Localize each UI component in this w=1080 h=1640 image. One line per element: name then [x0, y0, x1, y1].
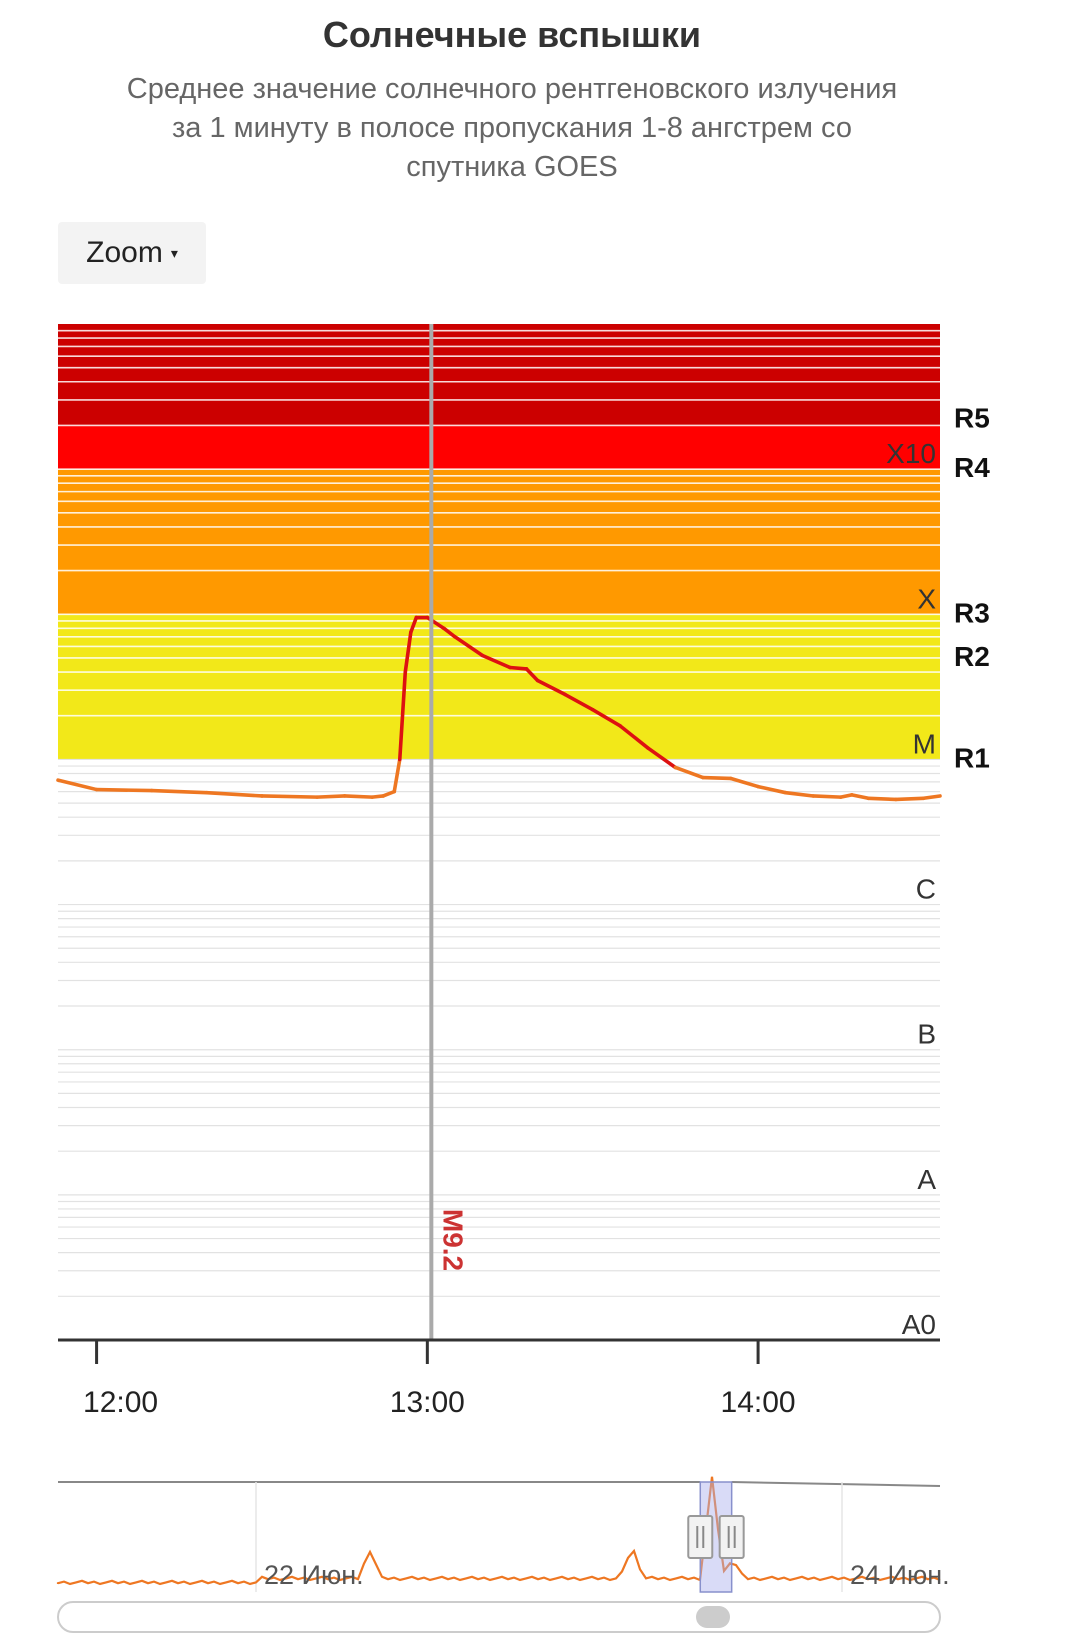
radio-blackout-label: R5 [954, 402, 990, 433]
series-segment [866, 796, 898, 802]
series-segment [508, 665, 529, 671]
series-segment [701, 775, 733, 781]
x-axis: 12:00 13:00 14:00 [58, 1338, 940, 1419]
series-segment [894, 796, 926, 802]
series-segment [783, 790, 816, 798]
band-r5 [58, 324, 940, 426]
navigator-scrollbar-track[interactable] [57, 1601, 941, 1633]
crosshair-value-label: M9.2 [437, 1209, 468, 1271]
series-segment [149, 788, 209, 795]
series-segment [838, 793, 854, 799]
navigator-date-label: 24 Июн. [850, 1560, 950, 1590]
series-segment [403, 630, 413, 674]
band-r4 [58, 425, 940, 470]
class-label: M [913, 728, 936, 759]
class-label: B [917, 1019, 936, 1050]
x-tick-label: 12:00 [83, 1386, 158, 1419]
flux-series [56, 615, 942, 802]
zoom-label: Zoom [86, 236, 163, 269]
series-segment [590, 707, 623, 728]
series-segment [673, 765, 705, 780]
series-segment [205, 790, 264, 798]
navigator-series [56, 1476, 941, 1586]
series-segment [397, 670, 408, 762]
class-label: X [917, 583, 936, 614]
chevron-down-icon: ▾ [170, 244, 178, 261]
chart-subtitle: Среднее значение солнечного рентгеновско… [126, 73, 898, 183]
series-segment [563, 692, 595, 712]
navigator-handle-right[interactable] [718, 1515, 745, 1559]
series-segment [728, 776, 760, 789]
series-segment [535, 678, 567, 697]
navigator-outline [731, 1481, 941, 1487]
series-segment [315, 794, 347, 799]
radio-blackout-label: R2 [954, 641, 990, 672]
series-segment [94, 787, 154, 793]
series-segment [381, 789, 397, 798]
series-segment [480, 653, 512, 670]
series-segment [618, 724, 650, 750]
class-label: X10 [886, 438, 936, 469]
series-segment [260, 794, 319, 799]
series-segment [392, 757, 402, 794]
radio-blackout-label: R4 [954, 452, 990, 483]
series-segment [442, 626, 457, 639]
x-tick-label: 13:00 [390, 1386, 465, 1419]
severity-bands [58, 324, 940, 760]
navigator-handle-left[interactable] [687, 1515, 714, 1559]
series-segment [756, 784, 788, 795]
series-segment [342, 794, 375, 799]
navigator-date-label: 22 Июн. [264, 1560, 364, 1590]
x-tick-label: 14:00 [721, 1386, 796, 1419]
series-segment [811, 794, 843, 799]
radio-blackout-labels: R5 R4 R3 R2 R1 [954, 402, 990, 773]
series-segment [646, 746, 678, 770]
series-segment [370, 794, 386, 799]
band-x [58, 469, 940, 615]
zoom-dropdown-button[interactable]: Zoom ▾ [58, 222, 206, 284]
class-label: C [916, 874, 936, 905]
class-label: A [917, 1164, 936, 1195]
class-label: A0 [902, 1309, 936, 1340]
series-segment [453, 634, 485, 658]
series-segment [921, 794, 942, 801]
series-segment [524, 667, 540, 683]
crosshair: M9.2 [429, 324, 468, 1340]
navigator-scrollbar-thumb[interactable] [696, 1606, 730, 1628]
series-segment [849, 793, 871, 801]
class-labels: X10 X M C B A A0 [886, 438, 936, 1340]
chart-title: Солнечные вспышки [322, 14, 702, 55]
navigator[interactable]: 22 Июн. 24 Июн. [56, 1476, 950, 1633]
series-segment [56, 778, 99, 792]
series-segment [408, 615, 419, 635]
band-m [58, 614, 940, 760]
radio-blackout-label: R1 [954, 742, 990, 773]
radio-blackout-label: R3 [954, 597, 990, 628]
